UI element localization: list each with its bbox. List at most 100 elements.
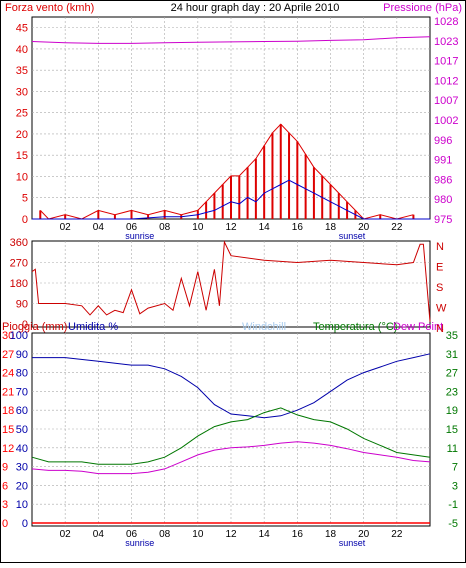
p3-time-tick: 10 — [192, 529, 204, 540]
direction-tick-label: 0 — [22, 319, 28, 331]
wind-tick-label: 10 — [16, 171, 28, 183]
wind-tick-label: 25 — [16, 108, 28, 120]
humidity-tick-label: 20 — [16, 480, 28, 492]
wind-speed-line — [39, 123, 414, 220]
temperature-tick-label: 11 — [447, 443, 458, 455]
pressure-tick-label: 1023 — [434, 36, 458, 48]
direction-tick-label: 270 — [10, 258, 28, 270]
temperature-tick-label: 7 — [452, 462, 458, 474]
p3-time-tick: 08 — [159, 529, 171, 540]
p1-time-tick: 02 — [60, 222, 72, 233]
p1-time-tick: 14 — [259, 222, 271, 233]
humidity-axis-label: Umidita % — [68, 321, 118, 333]
p1-time-tick: 20 — [358, 222, 370, 233]
rain-tick-label: 6 — [2, 480, 8, 492]
compass-tick-label: N — [436, 323, 444, 335]
p1-time-tick: 06 — [126, 222, 138, 233]
humidity-tick-label: 0 — [22, 518, 28, 530]
p1-time-tick: 04 — [93, 222, 105, 233]
temperature-tick-label: 15 — [446, 424, 458, 436]
temperature-tick-label: 23 — [446, 386, 458, 398]
pressure-tick-label: 1017 — [434, 56, 458, 68]
p1-time-tick: 08 — [159, 222, 171, 233]
p1-sunrise-label: sunrise — [125, 231, 154, 241]
pressure-axis-label: Pressione (hPa) — [383, 2, 462, 14]
wind-tick-label: 0 — [22, 214, 28, 226]
humidity-tick-label: 60 — [16, 405, 28, 417]
pressure-line — [31, 36, 431, 44]
temperature-tick-label: 31 — [446, 349, 458, 361]
temperature-tick-label: 3 — [452, 480, 458, 492]
wind-tick-label: 5 — [22, 193, 28, 205]
wind-tick-label: 15 — [16, 150, 28, 162]
direction-tick-label: 90 — [16, 299, 28, 311]
wind-axis-label: Forza vento (kmh) — [5, 2, 94, 14]
p1-time-tick: 10 — [192, 222, 204, 233]
rain-axis-label: Pioggia (mm) — [2, 321, 67, 333]
humidity-tick-label: 80 — [16, 368, 28, 380]
compass-tick-label: N — [436, 241, 444, 253]
compass-tick-label: W — [436, 303, 447, 315]
temperature-tick-label: 35 — [446, 330, 458, 342]
humidity-tick-label: 40 — [16, 443, 28, 455]
p1-time-tick: 18 — [325, 222, 337, 233]
chart-title: 24 hour graph day : 20 Aprile 2010 — [171, 2, 340, 14]
gust-line — [32, 179, 430, 220]
humidity-tick-label: 10 — [16, 499, 28, 511]
p3-sunset-label: sunset — [339, 538, 366, 548]
temperature-axis-label: Temperatura (°C) — [313, 321, 397, 333]
wind-tick-label: 30 — [16, 86, 28, 98]
humidity-line — [32, 353, 431, 419]
humidity-tick-label: 50 — [16, 424, 28, 436]
pressure-tick-label: 986 — [434, 174, 452, 186]
p3-time-tick: 14 — [259, 529, 271, 540]
rain-tick-label: 12 — [2, 443, 14, 455]
rain-tick-label: 30 — [2, 330, 14, 342]
temperature-line — [31, 407, 431, 465]
pressure-tick-label: 975 — [434, 214, 452, 226]
p3-time-tick: 20 — [358, 529, 370, 540]
rain-tick-label: 0 — [2, 518, 8, 530]
p1-time-tick: 12 — [225, 222, 237, 233]
compass-tick-label: E — [436, 262, 443, 274]
rain-tick-label: 27 — [2, 349, 14, 361]
p1-time-tick: 22 — [391, 222, 403, 233]
rain-tick-label: 21 — [2, 386, 14, 398]
rain-tick-label: 15 — [2, 424, 14, 436]
pressure-tick-label: 1012 — [434, 75, 458, 87]
wind-tick-label: 20 — [16, 129, 28, 141]
temperature-tick-label: 27 — [446, 368, 458, 380]
humidity-tick-label: 70 — [16, 386, 28, 398]
pressure-tick-label: 1007 — [434, 95, 458, 107]
p1-sunset-label: sunset — [339, 231, 366, 241]
rain-tick-label: 18 — [2, 405, 14, 417]
wind-tick-label: 45 — [16, 23, 28, 35]
p3-time-tick: 04 — [93, 529, 105, 540]
p3-sunrise-label: sunrise — [125, 538, 154, 548]
p3-time-tick: 06 — [126, 529, 138, 540]
p3-time-tick: 18 — [325, 529, 337, 540]
humidity-tick-label: 30 — [16, 462, 28, 474]
rain-tick-label: 3 — [2, 499, 8, 511]
temperature-tick-label: 19 — [446, 405, 458, 417]
p3-time-tick: 16 — [292, 529, 304, 540]
p1-time-tick: 16 — [292, 222, 304, 233]
direction-tick-label: 180 — [10, 278, 28, 290]
wind-direction-line — [31, 240, 431, 322]
humidity-tick-label: 90 — [16, 349, 28, 361]
compass-tick-label: S — [436, 282, 443, 294]
p3-time-tick: 02 — [60, 529, 72, 540]
dewpoint-axis-label: Dew Point — [393, 321, 443, 333]
pressure-tick-label: 1028 — [434, 16, 458, 28]
wind-tick-label: 40 — [16, 44, 28, 56]
p3-time-tick: 12 — [225, 529, 237, 540]
pressure-tick-label: 980 — [434, 194, 452, 206]
direction-tick-label: 360 — [10, 237, 28, 249]
dewpoint-line — [31, 441, 431, 475]
rain-tick-label: 24 — [2, 368, 14, 380]
temperature-tick-label: -1 — [448, 499, 458, 511]
pressure-tick-label: 991 — [434, 155, 452, 167]
